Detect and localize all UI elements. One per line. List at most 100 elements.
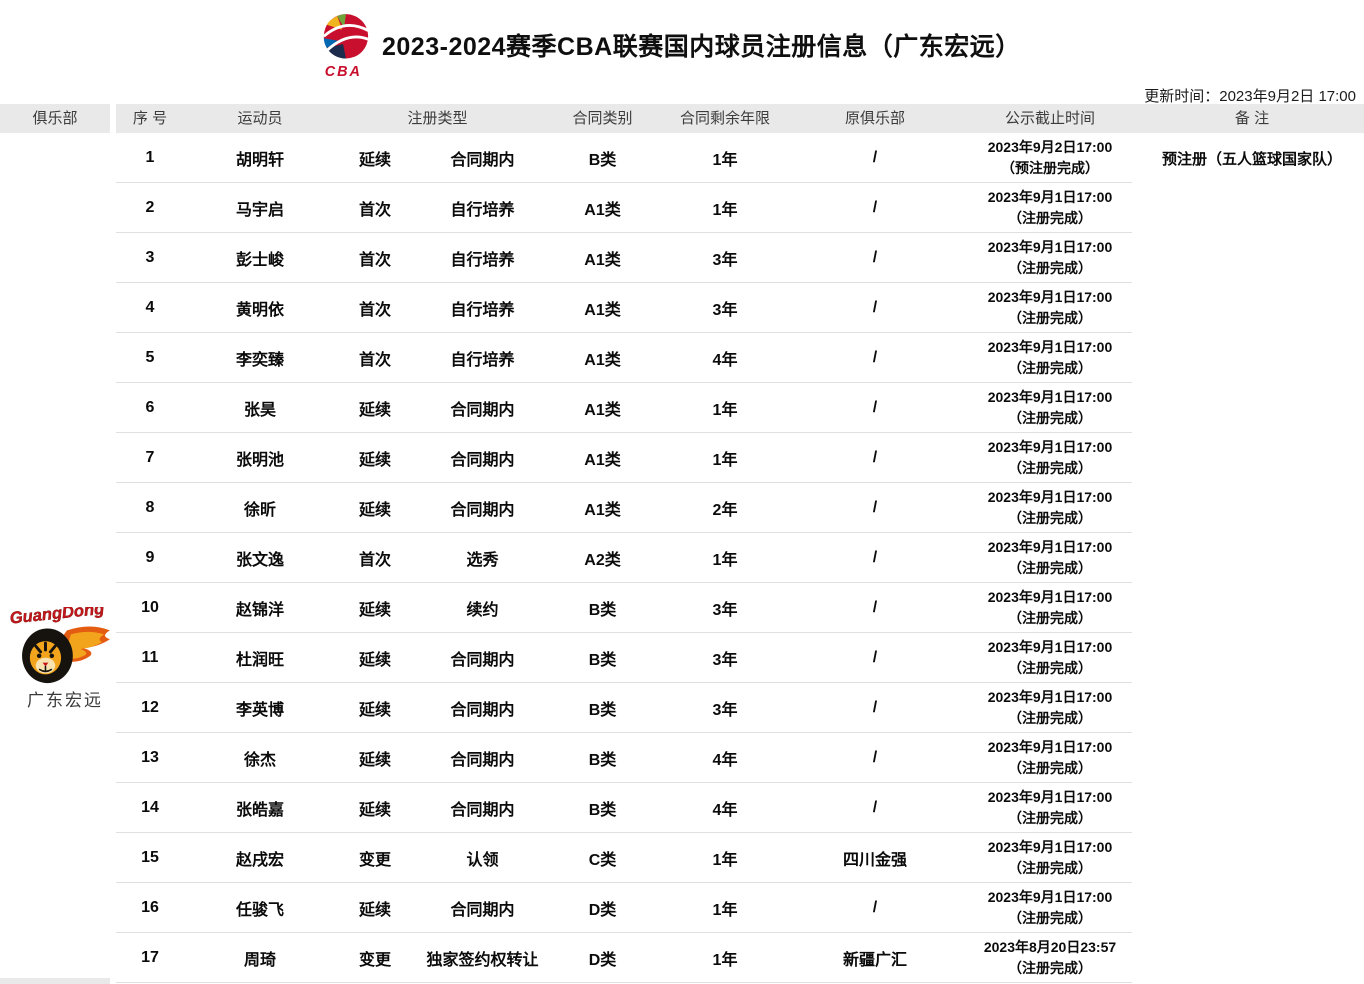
deadline-status: （注册完成）	[1008, 460, 1092, 476]
cell-former-club: /	[872, 349, 878, 366]
cell-serial-no: 1	[145, 149, 155, 166]
cell-reg-type: 延续	[358, 152, 391, 169]
deadline-status: （注册完成）	[1008, 260, 1092, 276]
cell-serial-no: 14	[141, 799, 159, 816]
cell-former-club: /	[872, 149, 878, 166]
cell-player-name: 黄明依	[235, 302, 284, 319]
cell-years-left: 3年	[712, 302, 738, 319]
deadline-date: 2023年9月1日17:00	[987, 439, 1113, 455]
col-header-club: 俱乐部	[32, 110, 78, 127]
cell-serial-no: 3	[145, 249, 155, 266]
deadline-status: （注册完成）	[1008, 860, 1092, 876]
deadline-date: 2023年9月1日17:00	[987, 389, 1113, 405]
cell-deadline: 2023年8月20日23:57 （注册完成）	[960, 937, 1140, 979]
cba-wordmark: CBA	[325, 64, 362, 80]
cell-former-club: /	[872, 399, 878, 416]
table-row: 13 徐杰 延续 合同期内 B类 4年 / 2023年9月1日17:00 （注册完成）	[110, 733, 1364, 783]
cell-contract-class: D类	[588, 952, 617, 969]
cell-reg-type: 延续	[358, 452, 391, 469]
cell-reg-type: 延续	[358, 752, 391, 769]
deadline-status: （注册完成）	[1008, 610, 1092, 626]
cell-reg-type: 延续	[358, 902, 391, 919]
cell-former-club: /	[872, 899, 878, 916]
cell-contract-class: D类	[588, 902, 617, 919]
cell-years-left: 1年	[712, 152, 738, 169]
cell-reg-method: 合同期内	[450, 702, 515, 719]
cell-deadline: 2023年9月1日17:00 （注册完成）	[960, 587, 1140, 629]
page-title: 2023-2024赛季CBA联赛国内球员注册信息（广东宏远）	[382, 33, 1021, 61]
cell-deadline: 2023年9月1日17:00 （注册完成）	[960, 187, 1140, 229]
cell-reg-type: 延续	[358, 702, 391, 719]
cell-years-left: 1年	[712, 202, 738, 219]
cell-reg-method: 认领	[466, 852, 499, 869]
cell-contract-class: B类	[588, 152, 617, 169]
deadline-date: 2023年9月1日17:00	[987, 189, 1113, 205]
col-header-reg-type: 注册类型	[407, 110, 468, 127]
cell-player-name: 杜润旺	[235, 652, 284, 669]
cell-contract-class: A1类	[584, 502, 621, 519]
deadline-date: 2023年8月20日23:57	[983, 939, 1117, 955]
cell-deadline: 2023年9月1日17:00 （注册完成）	[960, 487, 1140, 529]
header-band-right	[116, 104, 1364, 133]
cell-deadline: 2023年9月1日17:00 （注册完成）	[960, 387, 1140, 429]
cell-serial-no: 10	[141, 599, 159, 616]
table-row: 16 任骏飞 延续 合同期内 D类 1年 / 2023年9月1日17:00 （注册完成）	[110, 883, 1364, 933]
deadline-date: 2023年9月1日17:00	[987, 339, 1113, 355]
deadline-status: （注册完成）	[1008, 910, 1092, 926]
cell-reg-type: 首次	[358, 302, 391, 319]
cell-contract-class: A1类	[584, 352, 621, 369]
table-row: 9 张文逸 首次 选秀 A2类 1年 / 2023年9月1日17:00 （注册完成）	[110, 533, 1364, 583]
cell-player-name: 张皓嘉	[235, 802, 284, 819]
cell-player-name: 徐杰	[243, 752, 276, 769]
cell-player-name: 张昊	[243, 402, 276, 419]
table-body: 1 胡明轩 延续 合同期内 B类 1年/2023年9月2日17:00 （预注册完成） 预注册（…	[110, 133, 1364, 983]
cell-reg-method: 合同期内	[450, 902, 515, 919]
cell-reg-method: 合同期内	[450, 152, 515, 169]
cell-player-name: 胡明轩	[235, 152, 284, 169]
cell-reg-type: 延续	[358, 802, 391, 819]
table-row: 1 胡明轩 延续 合同期内 B类 1年 / 2023年9月2日17:00 （预注册完成） 预注册（…	[110, 133, 1364, 183]
cell-years-left: 4年	[712, 352, 738, 369]
cell-former-club: /	[872, 249, 878, 266]
deadline-status: （注册完成）	[1008, 560, 1092, 576]
cell-years-left: 4年	[712, 752, 738, 769]
cell-reg-type: 首次	[358, 552, 391, 569]
cell-former-club: /	[872, 699, 878, 716]
deadline-date: 2023年9月1日17:00	[987, 289, 1113, 305]
cell-former-club: /	[872, 649, 878, 666]
deadline-date: 2023年9月1日17:00	[987, 689, 1113, 705]
club-logo-wordmark: GuangDong	[9, 607, 105, 628]
table-row: 2 马宇启 首次 自行培养 A1类 1年 / 2023年9月1日17:00 （注册完成）	[110, 183, 1364, 233]
cell-serial-no: 9	[145, 549, 155, 566]
cell-reg-method: 合同期内	[450, 402, 515, 419]
cell-former-club: /	[872, 499, 878, 516]
deadline-status: （注册完成）	[1008, 710, 1092, 726]
guangdong-tiger-logo-icon: GuangDong	[9, 607, 110, 684]
cell-serial-no: 11	[141, 649, 159, 666]
cell-reg-type: 首次	[358, 252, 391, 269]
cell-reg-type: 首次	[358, 202, 391, 219]
table-row: 14 张皓嘉 延续 合同期内 B类 4年 / 2023年9月1日17:00 （注册完成）	[110, 783, 1364, 833]
col-header-no: 序 号	[132, 110, 168, 127]
cba-logo-icon: CBA	[322, 14, 369, 80]
cell-deadline: 2023年9月1日17:00 （注册完成）	[960, 787, 1140, 829]
deadline-date: 2023年9月2日17:00	[987, 139, 1113, 155]
cell-years-left: 4年	[712, 802, 738, 819]
cell-former-club: 四川金强	[842, 852, 907, 869]
cell-years-left: 1年	[712, 402, 738, 419]
cell-reg-method: 独家签约权转让	[426, 952, 539, 969]
deadline-status: （注册完成）	[1008, 410, 1092, 426]
table-row: 7 张明池 延续 合同期内 A1类 1年 / 2023年9月1日17:00 （注册完成）	[110, 433, 1364, 483]
cell-serial-no: 12	[141, 699, 159, 716]
cell-player-name: 周琦	[243, 952, 276, 969]
deadline-status: （预注册完成）	[1001, 160, 1099, 176]
title-bar: CBA 2023-2024赛季CBA联赛国内球员注册信息（广东宏远）	[318, 8, 1021, 82]
deadline-date: 2023年9月1日17:00	[987, 839, 1113, 855]
cell-contract-class: B类	[588, 752, 617, 769]
cell-serial-no: 6	[145, 399, 155, 416]
cell-reg-type: 首次	[358, 352, 391, 369]
deadline-date: 2023年9月1日17:00	[987, 489, 1113, 505]
cell-former-club: /	[872, 599, 878, 616]
cell-serial-no: 2	[145, 199, 155, 216]
